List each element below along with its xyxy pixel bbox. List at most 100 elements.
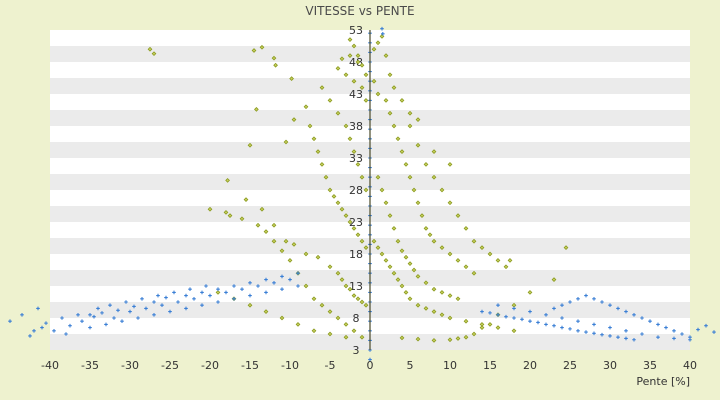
green-point	[387, 264, 393, 270]
green-point	[303, 104, 309, 110]
green-point	[375, 91, 381, 97]
green-point	[247, 302, 253, 308]
blue-point	[600, 300, 604, 304]
x-tick-label: -25	[161, 359, 179, 372]
green-point	[347, 136, 353, 142]
blue-point	[592, 322, 596, 327]
blue-point	[632, 337, 636, 342]
blue-point	[152, 300, 156, 304]
green-point	[495, 258, 501, 263]
green-point	[351, 293, 357, 298]
y-tick-label: 18	[349, 248, 363, 261]
green-point	[427, 232, 433, 238]
blue-point	[672, 336, 676, 341]
green-point	[399, 248, 405, 254]
blue-point	[488, 311, 492, 315]
blue-point	[672, 329, 676, 333]
blue-point	[480, 309, 484, 314]
green-point	[295, 322, 301, 327]
blue-point	[248, 281, 252, 285]
green-point	[311, 296, 317, 302]
green-point	[315, 254, 321, 260]
blue-point	[528, 309, 532, 314]
green-point	[411, 187, 417, 193]
green-point	[403, 290, 409, 295]
x-tick-label: -20	[201, 359, 219, 372]
x-tick-label: 15	[483, 359, 497, 372]
blue-point	[576, 297, 580, 301]
blue-point	[172, 290, 176, 295]
blue-point	[624, 329, 628, 333]
green-point	[255, 222, 261, 228]
green-point	[471, 270, 477, 276]
blue-point	[688, 337, 692, 342]
blue-point	[624, 336, 628, 341]
blue-point	[560, 303, 564, 307]
green-point	[207, 206, 213, 212]
green-point	[503, 264, 509, 270]
blue-point	[120, 319, 124, 323]
green-point	[423, 162, 429, 167]
green-point	[439, 187, 445, 193]
green-point	[463, 334, 469, 340]
blue-point	[112, 316, 116, 320]
blue-point	[124, 300, 128, 304]
green-point	[395, 136, 401, 142]
green-point	[375, 174, 381, 180]
x-tick-label: 35	[643, 359, 657, 372]
green-point	[355, 296, 361, 302]
green-point	[335, 270, 341, 276]
blue-point	[296, 271, 300, 275]
green-point	[407, 123, 413, 129]
green-point	[415, 302, 421, 308]
green-point	[339, 206, 345, 212]
green-point	[379, 187, 385, 193]
blue-point	[96, 306, 100, 311]
green-point	[551, 277, 557, 282]
y-tick-label: 33	[349, 152, 363, 165]
green-point	[415, 336, 421, 342]
y-tick-label: 23	[349, 216, 363, 229]
blue-point	[608, 303, 612, 307]
green-point	[447, 337, 453, 343]
green-point	[279, 248, 285, 254]
green-point	[289, 76, 294, 82]
green-point	[263, 309, 269, 314]
blue-point	[680, 332, 684, 336]
green-point	[407, 110, 413, 116]
blue-point	[52, 329, 56, 333]
green-point	[287, 258, 293, 263]
green-point	[507, 258, 513, 263]
green-point	[447, 315, 453, 321]
green-point	[359, 85, 365, 90]
green-point	[323, 174, 329, 180]
green-point	[239, 216, 245, 222]
blue-point	[552, 323, 556, 328]
green-point	[415, 117, 421, 122]
blue-point	[696, 327, 700, 332]
blue-point	[192, 297, 196, 301]
blue-point	[568, 300, 572, 304]
green-point	[359, 174, 365, 180]
green-point	[463, 264, 469, 270]
green-point	[375, 40, 381, 46]
green-point	[339, 56, 345, 62]
green-point	[351, 328, 357, 334]
blue-point	[381, 32, 385, 36]
green-point	[399, 98, 405, 103]
green-point	[359, 62, 365, 68]
blue-point	[176, 300, 180, 304]
blue-point	[664, 325, 668, 330]
green-point	[351, 149, 357, 154]
green-point	[254, 106, 259, 112]
green-point	[279, 315, 285, 321]
green-point	[399, 149, 405, 154]
blue-point	[528, 319, 532, 323]
green-point	[471, 238, 477, 244]
x-tick-label: 0	[367, 359, 374, 372]
green-point	[243, 197, 249, 202]
blue-point	[216, 287, 220, 291]
blue-point	[280, 274, 284, 279]
green-point	[343, 123, 349, 129]
